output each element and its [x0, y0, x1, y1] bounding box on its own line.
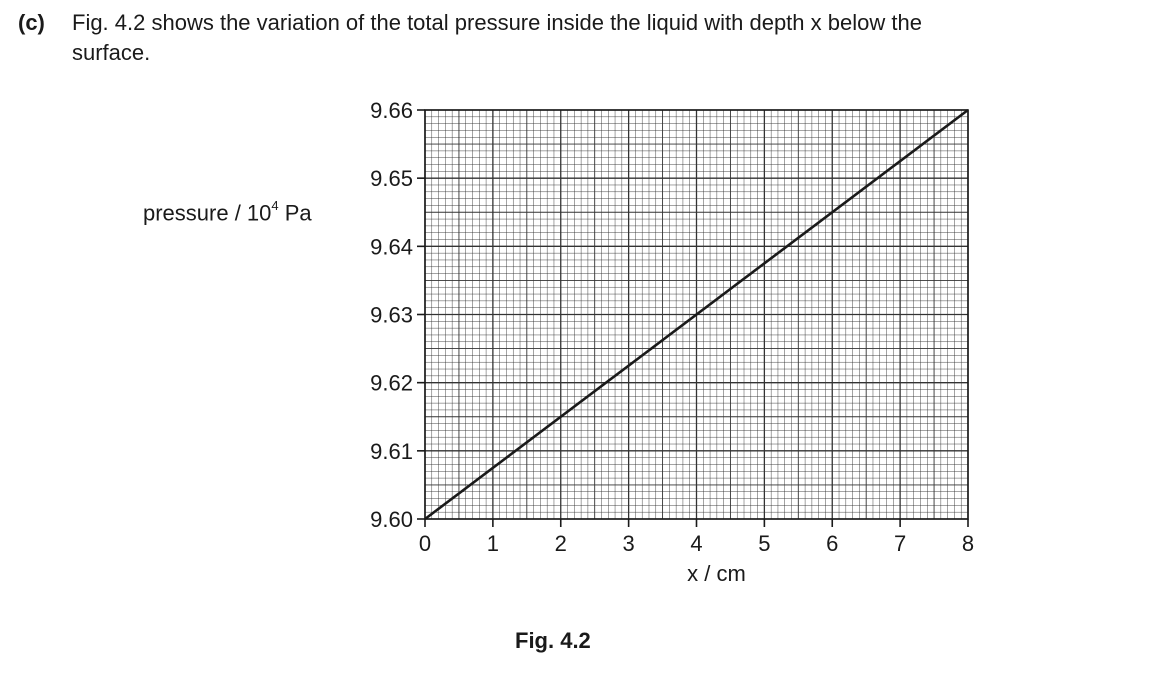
series-line	[424, 108, 969, 521]
x-axis-label: x / cm	[687, 561, 746, 586]
x-tick-label: 2	[555, 531, 567, 556]
y-axis-label-unit: Pa	[278, 200, 312, 226]
y-tick-label: 9.61	[370, 439, 413, 464]
question-part-label: (c)	[18, 10, 45, 35]
y-tick-label: 9.63	[370, 303, 413, 328]
x-tick-label: 3	[623, 531, 635, 556]
x-tick-label: 7	[894, 531, 906, 556]
y-axis-label-exponent: 4	[271, 198, 279, 213]
y-axis-label-text: pressure / 10	[143, 200, 272, 226]
y-axis-label: pressure / 104 Pa	[143, 198, 312, 226]
x-tick-label: 0	[419, 531, 431, 556]
y-tick-label: 9.65	[370, 166, 413, 191]
x-tick-label: 8	[962, 531, 974, 556]
question-text: (c) Fig. 4.2 shows the variation of the t…	[18, 8, 1153, 68]
x-tick-label: 5	[758, 531, 770, 556]
y-tick-label: 9.60	[370, 507, 413, 532]
y-tick-label: 9.62	[370, 371, 413, 396]
axes	[417, 109, 969, 527]
figure-caption: Fig. 4.2	[515, 628, 591, 653]
x-tick-label: 6	[826, 531, 838, 556]
tick-labels: 9.60 9.61 9.62 9.63 9.64 9.65 9.66 0 1 2 3 4 5 6 7 8	[370, 98, 974, 556]
question-text-line2: surface.	[72, 40, 151, 65]
question-text-line1: Fig. 4.2 shows the variation of the tota…	[72, 10, 922, 35]
y-tick-label: 9.64	[370, 234, 413, 259]
y-tick-label: 9.66	[370, 98, 413, 123]
x-tick-label: 1	[487, 531, 499, 556]
x-tick-label: 4	[690, 531, 702, 556]
series-group	[424, 108, 969, 521]
